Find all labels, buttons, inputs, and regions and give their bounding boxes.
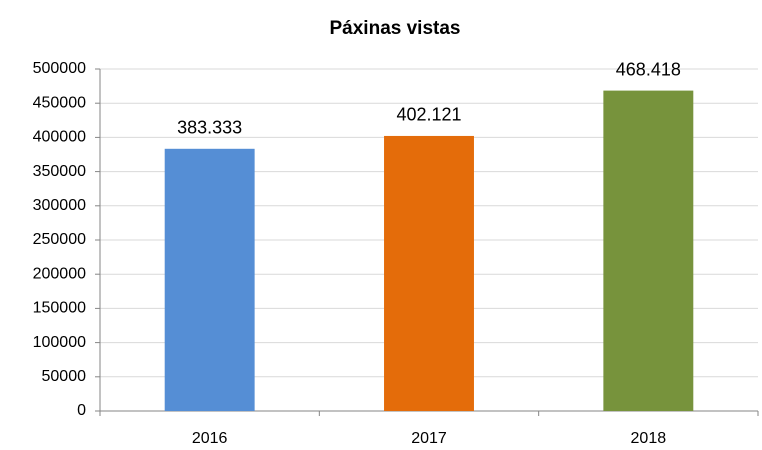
chart-title: Páxinas vistas (330, 18, 461, 39)
bar (603, 90, 694, 412)
data-label: 383.333 (177, 118, 242, 138)
data-label: 468.418 (616, 59, 681, 79)
bar (164, 148, 255, 411)
x-tick-label: 2017 (411, 430, 447, 447)
y-tick-label: 450000 (33, 94, 86, 111)
data-label: 402.121 (396, 105, 461, 125)
x-tick-label: 2016 (192, 430, 228, 447)
y-tick-label: 500000 (33, 60, 86, 77)
y-tick-label: 350000 (33, 163, 86, 180)
y-tick-label: 300000 (33, 197, 86, 214)
x-tick-label: 2018 (631, 430, 667, 447)
bar (384, 135, 474, 412)
y-tick-label: 0 (77, 402, 86, 419)
y-tick-label: 150000 (33, 300, 86, 317)
y-tick-label: 250000 (33, 231, 86, 248)
y-tick-label: 100000 (33, 334, 86, 351)
y-tick-label: 50000 (42, 368, 87, 385)
y-tick-label: 200000 (33, 265, 86, 282)
y-tick-label: 400000 (33, 129, 86, 146)
